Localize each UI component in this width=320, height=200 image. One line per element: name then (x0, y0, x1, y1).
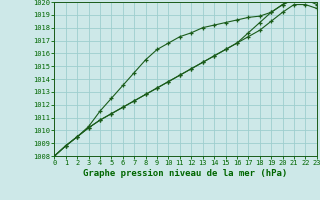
X-axis label: Graphe pression niveau de la mer (hPa): Graphe pression niveau de la mer (hPa) (84, 169, 288, 178)
